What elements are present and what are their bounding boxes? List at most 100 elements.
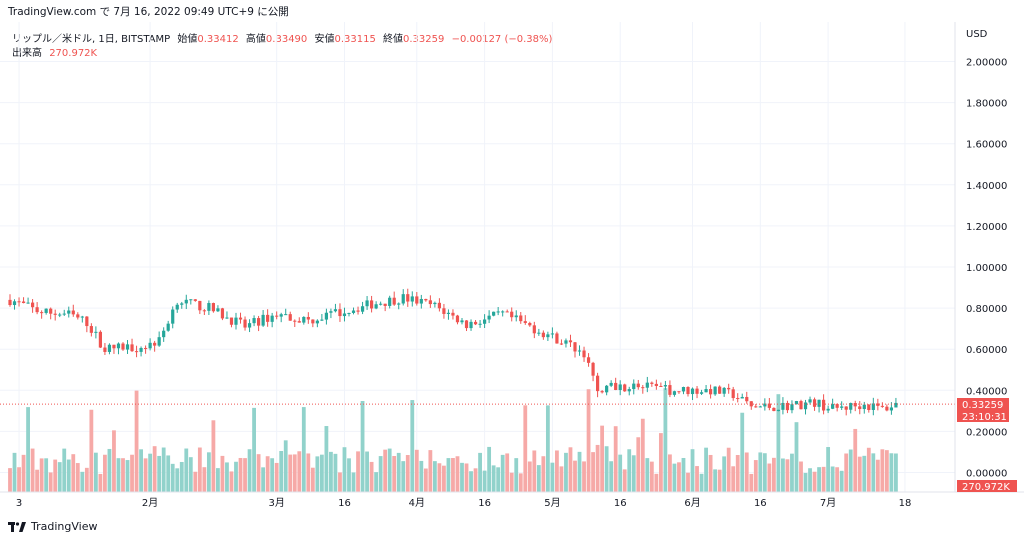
candle-body — [446, 312, 451, 314]
volume-bar — [134, 390, 139, 492]
volume-bar — [753, 460, 758, 492]
volume-bar — [62, 448, 67, 492]
volume-bar — [839, 470, 844, 492]
candle-body — [406, 294, 410, 302]
last-volume-tag: 270.972K — [957, 480, 1017, 493]
volume-bar — [645, 458, 650, 492]
y-tick-label: 0.40000 — [966, 386, 1007, 397]
volume-bar — [469, 471, 473, 492]
volume-bars — [8, 388, 898, 492]
candle-body — [288, 314, 292, 321]
volume-bar — [170, 463, 175, 492]
volume-bar — [812, 471, 817, 492]
candle-body — [53, 313, 57, 315]
volume-bar — [781, 458, 785, 492]
volume-bar — [66, 459, 71, 492]
candle-body — [663, 385, 667, 387]
candle-body — [695, 388, 699, 394]
candle-body — [627, 389, 631, 392]
candle-body — [681, 387, 686, 392]
volume-bar — [396, 452, 401, 492]
candle-body — [374, 304, 378, 309]
volume-bar — [338, 472, 342, 492]
publish-info: TradingView.com で 7月 16, 2022 09:49 UTC+… — [8, 6, 289, 18]
volume-bar — [365, 451, 369, 492]
candle-body — [139, 347, 143, 352]
candle-body — [171, 309, 175, 324]
volume-bar — [894, 453, 898, 492]
volume-bar — [889, 453, 894, 492]
volume-bar — [681, 457, 686, 492]
candle-body — [157, 337, 161, 346]
volume-bar — [80, 471, 85, 492]
x-tick-label: 5月 — [544, 497, 560, 509]
candle-body — [8, 299, 12, 306]
volume-bar — [139, 449, 143, 492]
y-tick-label: 0.00000 — [966, 469, 1007, 480]
candles — [8, 288, 898, 416]
candle-body — [523, 321, 527, 323]
candle-body — [257, 318, 261, 326]
last-volume-text: 270.972K — [962, 482, 1010, 493]
volume-bar — [586, 389, 591, 492]
candle-body — [469, 321, 473, 329]
candle-body — [555, 333, 559, 344]
candle-body — [266, 314, 270, 322]
volume-bar — [808, 468, 812, 492]
volume-bar — [794, 422, 799, 492]
candle-body — [541, 332, 545, 338]
candle-body — [220, 308, 225, 319]
volume-bar — [695, 466, 699, 492]
candle-body — [98, 331, 102, 348]
candle-body — [709, 389, 713, 395]
candle-body — [216, 308, 220, 312]
volume-bar — [48, 472, 53, 492]
candle-body — [365, 300, 369, 307]
price-axis: 2.00000 1.80000 1.60000 1.40000 1.20000 1.000… — [966, 58, 1007, 480]
candle-body — [496, 311, 500, 313]
candle-body — [690, 388, 695, 395]
candle-body — [704, 389, 708, 393]
volume-bar — [677, 462, 681, 492]
candle-body — [360, 306, 365, 312]
candle-body — [211, 303, 215, 312]
last-price-tag: 0.33259 23:10:31 — [957, 398, 1009, 423]
candle-body — [419, 298, 423, 304]
candle-body — [501, 311, 505, 313]
close-label: 終値 — [383, 34, 404, 45]
candle-body — [130, 344, 134, 352]
candle-body — [279, 314, 283, 317]
x-tick-label: 3月 — [268, 497, 284, 509]
volume-bar — [319, 454, 324, 492]
x-tick-label: 16 — [478, 498, 491, 509]
candle-body — [320, 319, 324, 321]
volume-bar — [283, 440, 288, 492]
volume-bar — [866, 447, 871, 492]
y-tick-label: 2.00000 — [966, 58, 1007, 69]
symbol-title[interactable]: リップル／米ドル, 1日, BITSTAMP — [12, 34, 171, 45]
candle-body — [808, 399, 812, 403]
candle-body — [464, 320, 469, 329]
candle-body — [790, 404, 794, 411]
volume-bar — [758, 452, 763, 492]
volume-bar — [8, 468, 12, 492]
candle-body — [234, 317, 238, 325]
x-tick-label: 18 — [899, 498, 912, 509]
candle-body — [12, 301, 17, 306]
volume-bar — [713, 469, 718, 492]
volume-bar — [369, 461, 374, 492]
volume-bar — [432, 461, 437, 492]
volume-bar — [89, 409, 94, 492]
volume-bar — [274, 462, 279, 492]
candle-body — [189, 299, 193, 301]
volume-bar — [265, 456, 270, 492]
candle-body — [785, 402, 790, 411]
candle-body — [754, 406, 758, 408]
volume-bar — [347, 458, 351, 492]
volume-bar — [600, 425, 605, 492]
volume-bar — [306, 453, 311, 492]
volume-bar — [799, 461, 803, 492]
candle-body — [198, 300, 202, 311]
volume-label: 出来高 — [12, 48, 42, 59]
